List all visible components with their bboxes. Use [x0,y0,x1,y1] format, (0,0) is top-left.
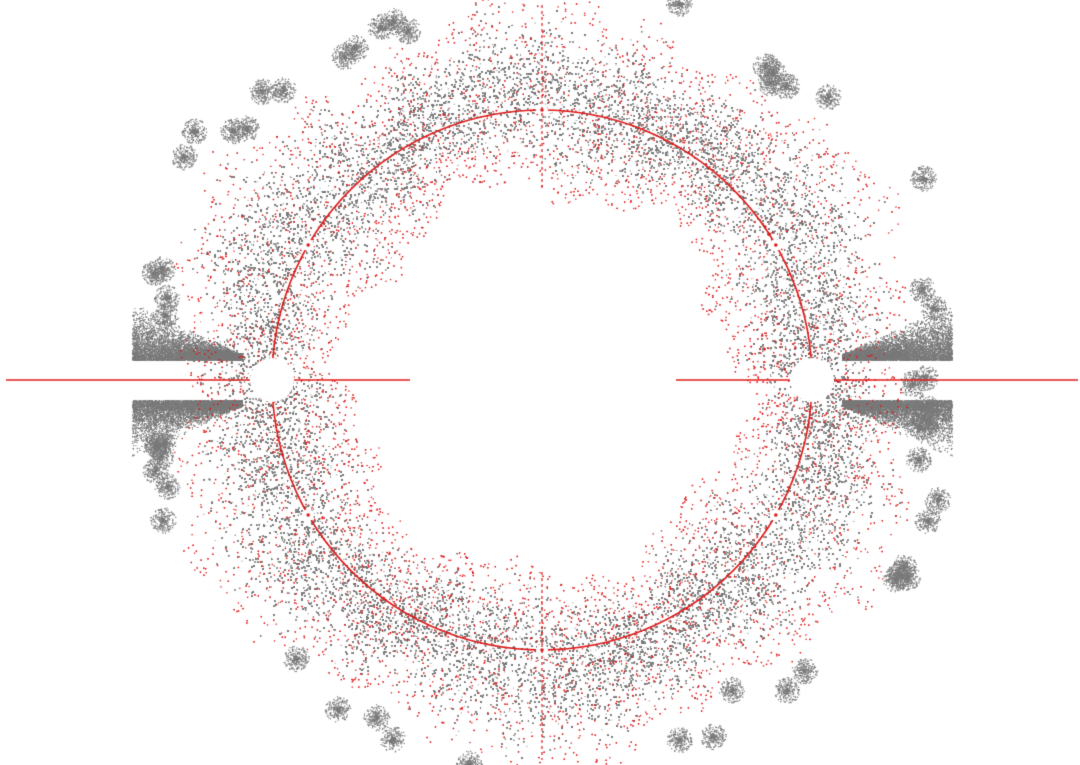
fractal-image [0,0,1080,765]
